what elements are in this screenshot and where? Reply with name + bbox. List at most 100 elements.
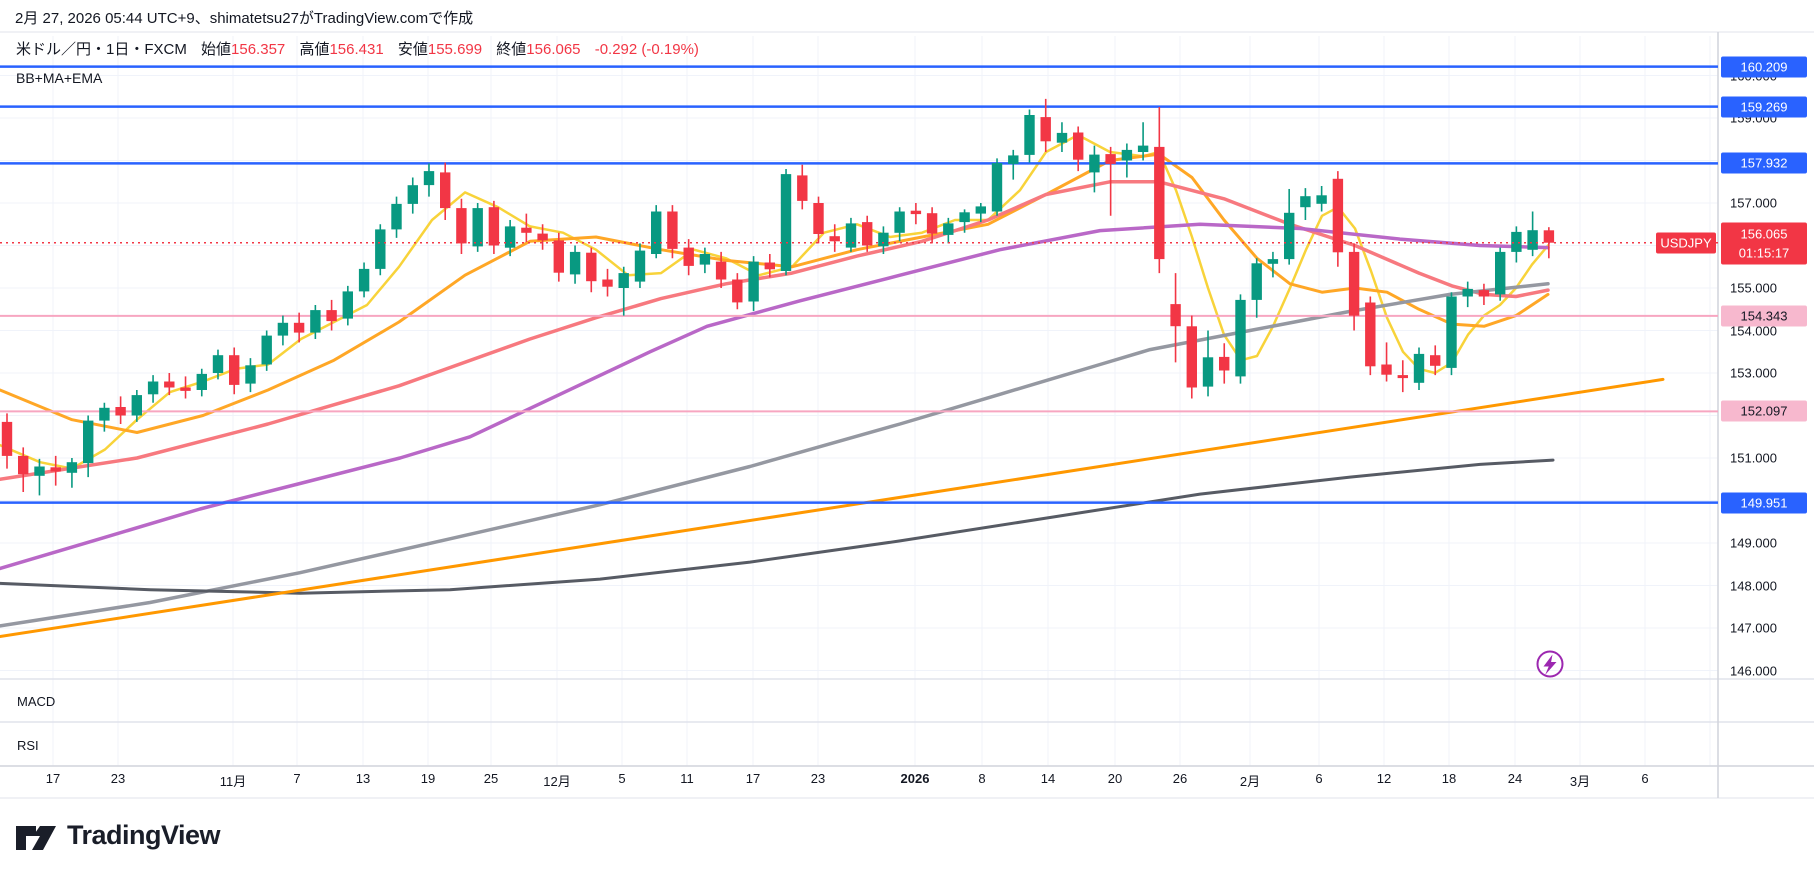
x-axis-label: 11月 <box>219 774 247 789</box>
x-axis-label: 14 <box>1040 771 1056 786</box>
candle-body <box>261 335 272 365</box>
candle-body <box>1413 353 1425 383</box>
symbol-header: 米ドル／円・1日・FXCM 始値156.357 高値156.431 安値155.… <box>16 38 699 59</box>
candle-body <box>18 455 29 475</box>
candle-body <box>1495 251 1506 295</box>
indicator-label[interactable]: BB+MA+EMA <box>16 70 103 86</box>
open-label: 始値 <box>201 41 232 58</box>
ma-orange-mid[interactable] <box>0 152 1550 434</box>
candle-body <box>83 420 94 464</box>
candle-body <box>813 203 824 234</box>
candle-body <box>423 171 435 186</box>
candle-body <box>1056 132 1068 143</box>
bar-countdown: 01:15:17 <box>1738 245 1790 261</box>
lightning-glyph <box>1543 654 1557 675</box>
price-level-badge: 159.269 <box>1721 96 1807 118</box>
candle-body <box>245 365 256 384</box>
candle-body <box>66 462 78 473</box>
y-axis-label: 147.000 <box>1730 620 1777 636</box>
candle-body <box>1267 259 1279 264</box>
x-axis-label: 17 <box>745 771 761 786</box>
price-level-badge: 149.951 <box>1721 492 1807 514</box>
y-axis-label: 151.000 <box>1730 450 1777 466</box>
candle-body <box>926 213 938 234</box>
candle-body <box>456 208 467 244</box>
candle-body <box>440 172 451 209</box>
x-axis-label: 23 <box>110 771 126 786</box>
candle-body <box>34 466 45 476</box>
price-level-badge: 157.932 <box>1721 152 1807 174</box>
candle-body <box>277 322 289 336</box>
x-axis-label: 18 <box>1441 771 1457 786</box>
current-price-label: 156.065 01:15:17 <box>1721 222 1807 265</box>
candle-body <box>1154 146 1165 260</box>
candle-body <box>488 207 500 246</box>
candle-body <box>1300 196 1311 208</box>
candle-body <box>407 185 418 204</box>
high-value: 156.431 <box>329 41 384 58</box>
close-label: 終値 <box>496 41 527 58</box>
candle-body <box>1 421 13 456</box>
ma-gray-100[interactable] <box>0 282 1550 628</box>
candle-body <box>764 262 775 270</box>
symbol-price-flag: USDJPY <box>1656 232 1716 254</box>
candle-body <box>618 273 629 288</box>
candle-body <box>1219 356 1230 371</box>
ma-yellow-fast[interactable] <box>0 133 1550 470</box>
candle-body <box>115 407 126 416</box>
tradingview-logo[interactable]: TradingView <box>14 818 221 852</box>
price-level-badge: 154.343 <box>1721 305 1807 327</box>
low-label: 安値 <box>397 41 428 58</box>
candle-body <box>634 250 646 282</box>
trendline-orange[interactable] <box>0 377 1665 638</box>
candle-body <box>829 236 840 242</box>
candle-body <box>586 252 597 282</box>
symbol-flag-text: USDJPY <box>1660 235 1712 251</box>
candle-body <box>651 211 662 254</box>
candle-body <box>310 310 321 333</box>
candle-body <box>991 163 1003 212</box>
ma-purple-slower[interactable] <box>0 222 1550 571</box>
symbol-title[interactable]: 米ドル／円・1日・FXCM <box>16 41 187 58</box>
candle-body <box>1137 145 1149 152</box>
candle-body <box>1543 230 1555 243</box>
candle-body <box>229 355 240 385</box>
close-value: 156.065 <box>526 41 581 58</box>
x-axis-label: 19 <box>420 771 436 786</box>
high-label: 高値 <box>299 41 330 58</box>
ma-salmon-slow[interactable] <box>0 180 1550 482</box>
candle-body <box>391 203 402 230</box>
macd-pane-label[interactable]: MACD <box>17 694 56 709</box>
candle-body <box>164 381 175 388</box>
price-level-badge: 160.209 <box>1721 56 1807 78</box>
candle-body <box>715 261 727 280</box>
candle-body <box>1348 251 1360 316</box>
candle-body <box>959 212 970 223</box>
candle-body <box>1105 154 1116 164</box>
candle-body <box>504 226 516 248</box>
x-axis-label: 12月 <box>543 774 571 789</box>
candle-body <box>180 387 191 391</box>
candle-body <box>1121 149 1133 161</box>
candle-body <box>732 279 743 303</box>
candle-body <box>1251 263 1262 300</box>
open-value: 156.357 <box>231 41 286 58</box>
candle-body <box>99 407 110 421</box>
candle-body <box>212 355 224 373</box>
candle-body <box>1235 299 1246 377</box>
candle-body <box>1316 195 1327 204</box>
x-axis-label: 7 <box>293 771 301 786</box>
candle-body <box>1089 154 1100 173</box>
price-level-badge: 152.097 <box>1721 400 1807 422</box>
candle-body <box>845 223 857 248</box>
x-axis-label: 6 <box>1641 771 1649 786</box>
candle-body <box>358 268 370 292</box>
lightning-bolt-icon[interactable] <box>1536 650 1564 678</box>
candle-body <box>472 208 483 247</box>
rsi-pane-label[interactable]: RSI <box>17 738 39 753</box>
candle-body <box>1397 375 1408 379</box>
candle-body <box>147 381 159 395</box>
candle-body <box>131 395 142 416</box>
x-axis-label: 26 <box>1172 771 1188 786</box>
